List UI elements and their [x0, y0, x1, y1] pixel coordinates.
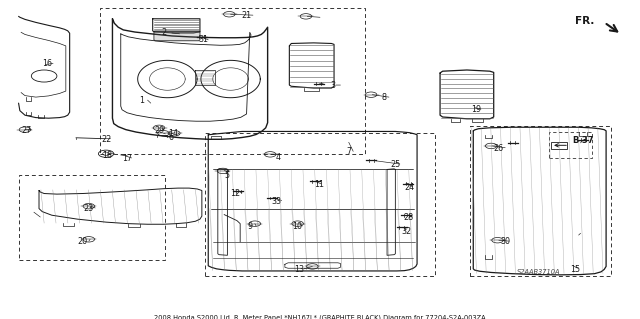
Text: 11: 11: [314, 180, 324, 189]
Text: 5: 5: [225, 171, 230, 180]
Bar: [205, 133, 435, 276]
Text: 13: 13: [294, 265, 305, 274]
Bar: [470, 126, 611, 276]
Text: 1: 1: [139, 96, 144, 105]
Text: 12: 12: [230, 189, 241, 198]
Bar: [100, 8, 365, 154]
Text: 3: 3: [330, 81, 335, 90]
Text: 22: 22: [101, 135, 111, 144]
Text: 24: 24: [404, 183, 415, 192]
Text: 2008 Honda S2000 Lid, R. Meter Panel *NH167L* (GRAPHITE BLACK) Diagram for 77204: 2008 Honda S2000 Lid, R. Meter Panel *NH…: [154, 314, 486, 319]
Bar: [551, 142, 567, 149]
Text: 20: 20: [77, 237, 88, 246]
Text: 15: 15: [570, 265, 580, 274]
Text: 19: 19: [472, 105, 481, 114]
Text: 10: 10: [292, 222, 303, 231]
Text: 7: 7: [346, 147, 351, 156]
Text: 21: 21: [241, 11, 252, 20]
Text: 27: 27: [21, 126, 31, 135]
Text: 29: 29: [154, 126, 164, 135]
Text: 32: 32: [401, 227, 412, 236]
Text: 30: 30: [500, 237, 510, 246]
Text: 2: 2: [161, 28, 166, 37]
Text: 25: 25: [390, 160, 401, 169]
Bar: [548, 132, 592, 158]
Bar: [19, 175, 166, 260]
Text: 17: 17: [122, 154, 132, 163]
Text: 4: 4: [276, 153, 281, 162]
Text: 28: 28: [403, 213, 413, 222]
Text: 18: 18: [102, 151, 113, 160]
Text: 9: 9: [247, 222, 252, 231]
Text: 31: 31: [198, 35, 208, 44]
Text: 14: 14: [168, 129, 178, 138]
Text: 26: 26: [493, 144, 504, 153]
Text: B-37: B-37: [572, 136, 594, 145]
Text: S2AAB3710A: S2AAB3710A: [516, 270, 560, 275]
Text: 16: 16: [42, 59, 52, 69]
Text: 8: 8: [381, 93, 387, 102]
Text: 23: 23: [84, 204, 94, 213]
Text: FR.: FR.: [575, 16, 595, 26]
Text: 33: 33: [271, 197, 282, 205]
Text: 6: 6: [169, 133, 173, 142]
